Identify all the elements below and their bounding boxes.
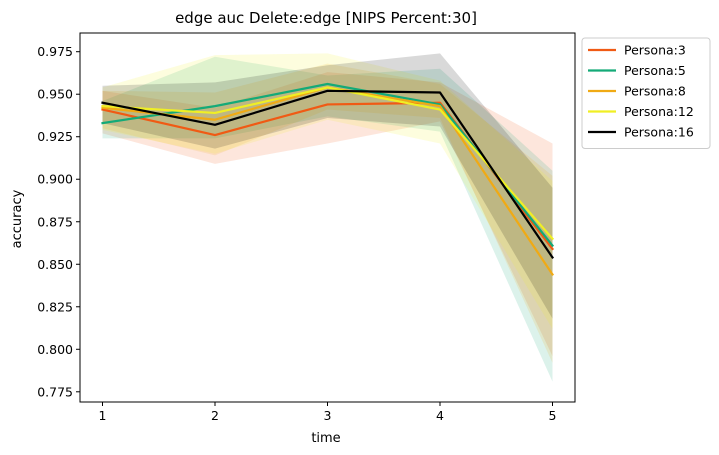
legend-label-series-1: Persona:3 [624,43,686,58]
y-tick-label: 0.975 [37,44,73,59]
y-tick-label: 0.925 [37,129,73,144]
confidence-band-series-4 [102,53,553,329]
chart-title: edge auc Delete:edge [NIPS Percent:30] [175,9,477,27]
y-tick-label: 0.900 [37,172,73,187]
legend-frame [581,37,711,149]
x-tick-label: 3 [324,408,332,423]
y-tick-label: 0.825 [37,299,73,314]
x-tick-label: 4 [436,408,444,423]
legend-label-series-3: Persona:8 [624,84,686,99]
confidence-band-series-1 [102,72,553,357]
x-axis: 1 2 3 4 5 [99,402,557,423]
y-tick-label: 0.850 [37,257,73,272]
y-tick-label: 0.800 [37,342,73,357]
y-axis: 0.775 0.800 0.825 0.850 0.875 0.900 0.925 0.950… [37,44,80,399]
y-tick-label: 0.775 [37,384,73,399]
confidence-band-series-5 [102,53,553,319]
line-series-5 [101,89,555,259]
x-tick-label: 5 [549,408,557,423]
legend: Persona:3 Persona:5 Persona:8 Persona:12 Per… [581,37,711,149]
series-lines [101,82,555,276]
x-axis-label: time [311,431,340,446]
x-tick-label: 2 [211,408,219,423]
legend-label-series-5: Persona:16 [624,125,694,140]
y-tick-label: 0.950 [37,87,73,102]
legend-label-series-2: Persona:5 [624,63,686,78]
y-tick-label: 0.875 [37,214,73,229]
confidence-band-series-2 [102,56,553,382]
line-series-4 [101,86,555,241]
x-tick-label: 1 [99,408,107,423]
legend-label-series-4: Persona:12 [624,104,694,119]
y-axis-label: accuracy [10,189,25,248]
confidence-bands [102,53,553,382]
confidence-band-series-3 [102,63,553,363]
